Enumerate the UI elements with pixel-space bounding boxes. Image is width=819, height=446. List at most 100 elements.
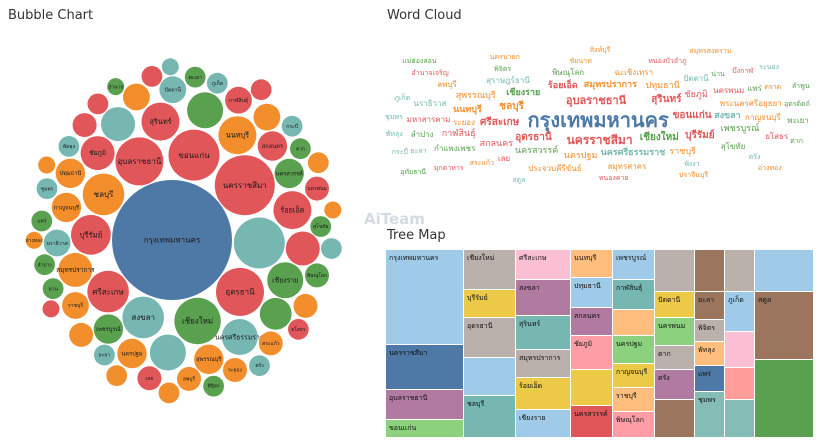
word-cloud-word: สระแก้ว	[469, 159, 495, 168]
word-cloud-word: กำแพงเพชร	[434, 144, 476, 153]
treemap-label: อุดรธานี	[467, 322, 493, 330]
treemap-cell	[695, 366, 724, 391]
bubble-label: สุโขทัย	[313, 223, 328, 230]
bubble-label: ลพบุรี	[183, 376, 196, 383]
treemap-cell	[755, 360, 813, 437]
treemap-label: นนทบุรี	[574, 254, 597, 262]
bubble	[117, 338, 147, 369]
bubble-label: กาฬสินธุ์	[229, 97, 248, 104]
bubble	[214, 155, 275, 216]
bubble-label: ภูเก็ต	[212, 79, 223, 87]
word-cloud-word: สุรินทร์	[651, 94, 682, 106]
word-cloud-word: อำนาจเจริญ	[411, 69, 449, 78]
treemap-cell	[386, 250, 463, 344]
bubble-label: กาญจนบุรี	[54, 204, 79, 211]
bubble	[273, 191, 312, 230]
bubble-label: ลำปาง	[37, 262, 52, 268]
word-cloud-word: นครปฐม	[563, 151, 598, 162]
treemap-cell	[613, 412, 654, 437]
treemap-label: ตรัง	[658, 374, 670, 382]
treemap-cell	[571, 308, 612, 335]
bubble-label: พัทลุง	[63, 144, 76, 150]
word-cloud-word: บุรีรัมย์	[685, 130, 715, 142]
word-cloud-word: ชัยภูมิ	[684, 89, 708, 100]
bubble-label: อ่างทอง	[26, 238, 44, 244]
bubble	[290, 138, 311, 160]
treemap-cell	[613, 336, 654, 363]
bubble	[187, 92, 224, 129]
treemap-cell	[725, 368, 754, 399]
bubble	[233, 217, 285, 269]
word-cloud-word: ลำปาง	[410, 130, 434, 139]
treemap-label: ยะลา	[698, 296, 714, 304]
treemap-cell	[655, 346, 694, 369]
treemap-cell	[613, 388, 654, 411]
word-cloud-word: สกลนคร	[479, 138, 514, 149]
watermark-logo: AiTeam	[364, 210, 425, 228]
treemap-label: สงขลา	[519, 284, 540, 292]
word-cloud-word: อุบลราชธานี	[565, 94, 627, 107]
word-cloud-word: สมุทรสาคร	[607, 162, 647, 172]
word-cloud-word: อุทัยธานี	[400, 168, 427, 176]
bubble	[184, 66, 206, 88]
treemap-label: ตาก	[658, 350, 671, 358]
bubble	[51, 192, 82, 223]
bubble-label: ยะลา	[99, 353, 111, 359]
word-cloud-word: พะเยา	[787, 116, 809, 126]
bubble	[258, 331, 283, 356]
bubble-label: ตรัง	[255, 363, 264, 369]
bubble-label: ตาก	[296, 146, 305, 152]
word-cloud-word: หนองคาย	[598, 174, 629, 182]
word-cloud-word: ระนอง	[759, 63, 780, 72]
word-cloud-word: สตูล	[512, 175, 526, 184]
bubble	[93, 314, 124, 344]
word-cloud-word: ชุมพร	[385, 112, 403, 121]
bubble	[69, 322, 94, 347]
treemap-label: ร้อยเอ็ด	[519, 381, 542, 390]
bubble	[106, 365, 128, 386]
bubble-label: ร้อยเอ็ด	[280, 205, 304, 215]
bubble-label: สกลนคร	[262, 143, 283, 150]
bubble-label: นครราชสีมา	[223, 181, 267, 190]
bubble	[221, 319, 258, 355]
word-cloud-word: มหาสารคาม	[406, 115, 451, 125]
treemap-label: เชียงราย	[519, 414, 545, 422]
treemap-cell	[695, 250, 724, 291]
bubble	[225, 86, 252, 114]
bubble	[218, 116, 257, 155]
bubble	[259, 297, 292, 330]
treemap-label: พิจิตร	[698, 324, 715, 332]
treemap-label: พัทลุง	[698, 346, 715, 354]
bubble	[36, 178, 58, 200]
treemap-label: เชียงใหม่	[467, 253, 494, 262]
tree-map: กรุงเทพมหานครนครราชสีมาอุบลราชธานีขอนแก่…	[386, 250, 813, 437]
bubble-label: นนทบุรี	[226, 131, 249, 140]
treemap-label: ชลบุรี	[467, 400, 484, 408]
bubble-label: เชียงใหม่	[182, 317, 213, 326]
bubble	[158, 382, 180, 404]
treemap-label: ขอนแก่น	[389, 424, 417, 432]
treemap-label: ชัยภูมิ	[574, 340, 592, 348]
bubble-label: น่าน	[48, 286, 58, 292]
bubble-label: นครพนม	[307, 186, 326, 192]
word-cloud-word: นครสวรรค์	[515, 146, 559, 156]
bubble-label: บุรีรัมย์	[80, 230, 103, 239]
bubble-label: พิษณุโลก	[307, 272, 327, 279]
bubble-label: อำนาจ	[108, 84, 123, 90]
bubble	[307, 152, 329, 174]
bubble	[58, 136, 80, 157]
treemap-cell	[571, 278, 612, 307]
bubble	[305, 263, 329, 288]
treemap-label: บุรีรัมย์	[467, 294, 488, 302]
bubble	[321, 238, 342, 259]
bubble	[42, 300, 60, 318]
word-cloud-word: อุตรดิตถ์	[784, 99, 810, 108]
bubble	[112, 180, 232, 300]
word-cloud-word: ชลบุรี	[499, 100, 524, 112]
treemap-cell	[613, 310, 654, 335]
bubble	[25, 231, 43, 249]
bubble	[58, 252, 93, 287]
bubble	[72, 113, 97, 138]
treemap-cell	[725, 400, 754, 437]
treemap-label: กาฬสินธุ์	[616, 284, 642, 292]
